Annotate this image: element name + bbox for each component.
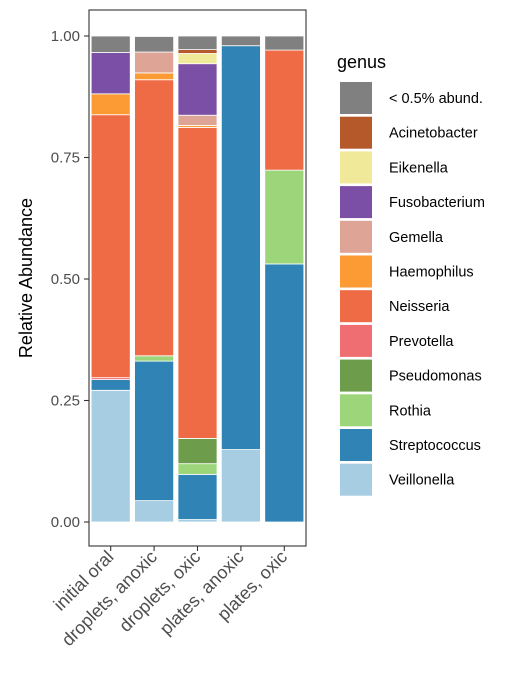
legend-swatch [340, 151, 372, 184]
bar-segment [90, 379, 131, 391]
legend-item: Rothia [340, 394, 432, 427]
legend-item: Haemophilus [340, 255, 474, 288]
legend-label: Neisseria [389, 299, 450, 315]
bar-segment [177, 35, 218, 51]
bar-segment [264, 263, 305, 523]
legend-item: Acinetobacter [340, 116, 478, 149]
legend-swatch [340, 116, 372, 149]
legend-label: Gemella [389, 230, 444, 246]
legend-label: < 0.5% abund. [389, 91, 483, 107]
legend-title: genus [337, 52, 386, 72]
legend-label: Fusobacterium [389, 195, 485, 211]
bar-segment [220, 35, 261, 47]
bar-segment [90, 52, 131, 95]
bar-segment [177, 438, 218, 465]
bar-segment [177, 114, 218, 126]
bar-segment [264, 35, 305, 51]
legend-label: Streptococcus [389, 438, 481, 454]
bar-segment [90, 93, 131, 116]
bar-segment [134, 36, 175, 53]
legend-label: Rothia [389, 403, 432, 419]
legend-swatch [340, 290, 372, 323]
bar-segment [134, 79, 175, 357]
legend-swatch [340, 186, 372, 219]
legend-label: Haemophilus [389, 265, 474, 281]
legend: < 0.5% abund. Acinetobacter Eikenella Fusob… [340, 82, 485, 496]
bar-stack [264, 35, 305, 523]
legend-item: Prevotella [340, 324, 454, 357]
y-tick-label: 0.25 [51, 393, 80, 410]
legend-item: Pseudomonas [340, 359, 482, 392]
bar-stacks [90, 35, 305, 523]
legend-swatch [340, 324, 372, 357]
y-tick-label: 0.75 [51, 150, 80, 167]
bar-segment [134, 500, 175, 523]
bar-stack [90, 35, 131, 523]
bar-segment [134, 51, 175, 74]
legend-item: Gemella [340, 220, 444, 253]
legend-item: Neisseria [340, 290, 450, 323]
bar-stack [220, 35, 261, 523]
bar-stack [134, 36, 175, 523]
y-tick-label: 0.00 [51, 514, 80, 531]
bar-segment [90, 35, 131, 53]
legend-swatch [340, 255, 372, 288]
y-axis: 0.00 0.25 0.50 0.75 1.00 [51, 28, 89, 531]
bar-stack [177, 35, 218, 523]
bar-segment [90, 114, 131, 379]
legend-swatch [340, 359, 372, 392]
bar-segment [177, 63, 218, 116]
bar-segment [264, 169, 305, 265]
bar-segment [220, 449, 261, 523]
bar-segment [177, 463, 218, 475]
legend-swatch [340, 429, 372, 461]
legend-item: Veillonella [340, 463, 455, 496]
bar-segment [220, 45, 261, 450]
legend-label: Pseudomonas [389, 369, 482, 385]
legend-item: Eikenella [340, 151, 449, 184]
legend-swatch [340, 463, 372, 496]
y-tick-label: 0.50 [51, 271, 80, 288]
y-tick-label: 1.00 [51, 28, 80, 45]
legend-label: Eikenella [389, 160, 449, 176]
legend-label: Veillonella [389, 473, 455, 489]
legend-swatch [340, 82, 372, 114]
bar-segment [177, 49, 218, 54]
bar-segment [90, 389, 131, 523]
bar-segment [134, 360, 175, 502]
legend-swatch [340, 220, 372, 253]
legend-item: Streptococcus [340, 429, 481, 461]
bar-segment [134, 72, 175, 81]
legend-item: < 0.5% abund. [340, 82, 483, 114]
bar-segment [177, 53, 218, 65]
bar-segment [177, 473, 218, 520]
bar-segment [177, 126, 218, 439]
legend-item: Fusobacterium [340, 186, 485, 219]
legend-label: Acinetobacter [389, 126, 478, 142]
legend-label: Prevotella [389, 334, 454, 350]
y-axis-title: Relative Abundance [16, 198, 36, 358]
bar-segment [134, 355, 175, 362]
legend-swatch [340, 394, 372, 427]
bar-segment [264, 49, 305, 171]
